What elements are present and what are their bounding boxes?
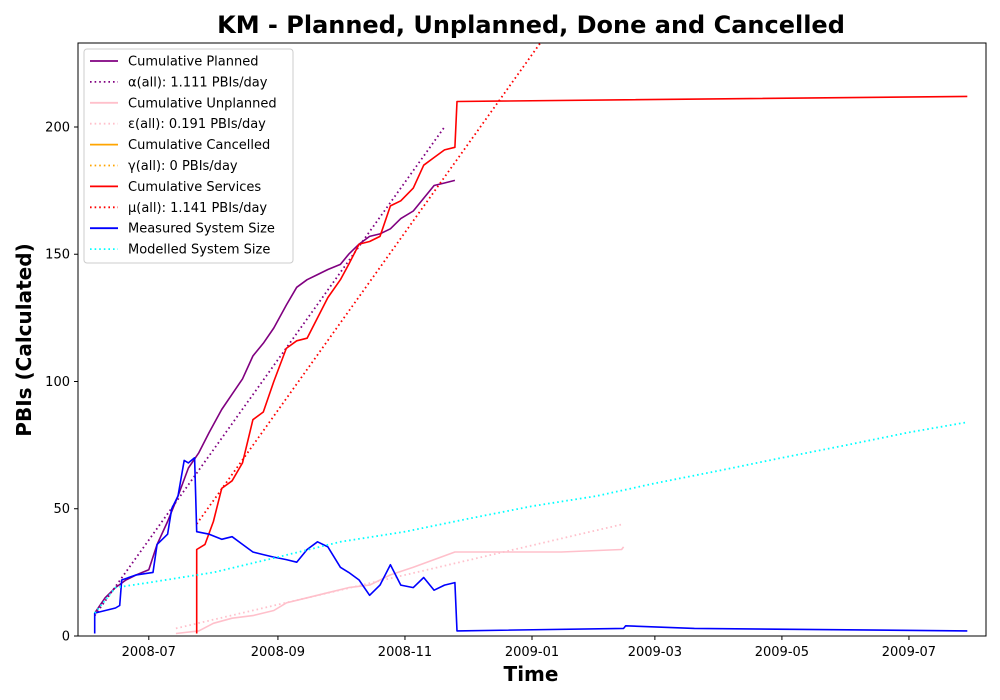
legend: Cumulative Planned α(all): 1.111 PBIs/day…	[83, 48, 294, 264]
legend-entry-4: Cumulative Cancelled	[128, 138, 270, 153]
series-layer	[93, 43, 968, 635]
legend-entry-2: Cumulative Unplanned	[128, 96, 277, 111]
x-tick-label: 2008-09	[251, 645, 305, 660]
x-tick-label: 2008-11	[378, 645, 432, 660]
legend-entry-7: μ(all): 1.141 PBIs/day	[128, 201, 267, 216]
legend-entry-8: Measured System Size	[128, 222, 275, 237]
x-axis-label: Time	[504, 662, 559, 686]
chart-title: KM - Planned, Unplanned, Done and Cancel…	[217, 11, 845, 39]
y-tick-label: 50	[53, 502, 70, 517]
series-line-6	[195, 95, 968, 634]
legend-entry-5: γ(all): 0 PBIs/day	[128, 159, 238, 174]
series-line-2	[175, 546, 625, 635]
legend-entry-3: ε(all): 0.191 PBIs/day	[128, 117, 266, 132]
series-line-9	[94, 421, 968, 614]
legend-entry-9: Modelled System Size	[128, 243, 270, 258]
series-line-3	[175, 523, 624, 630]
x-tick-label: 2009-05	[755, 645, 809, 660]
series-line-0	[94, 179, 456, 614]
x-tick-label: 2009-07	[882, 645, 936, 660]
x-tick-label: 2008-07	[122, 645, 176, 660]
legend-entry-6: Cumulative Services	[128, 180, 261, 195]
series-line-8	[93, 457, 968, 634]
series-line-7	[195, 43, 542, 525]
x-axis: 2008-07 2008-09 2008-11 2009-01 2009-03 2009-…	[122, 636, 936, 660]
y-tick-label: 100	[45, 375, 70, 390]
x-tick-label: 2009-01	[505, 645, 559, 660]
y-axis: 0 50 100 150 200	[45, 120, 78, 645]
series-line-1	[93, 126, 446, 617]
legend-entry-0: Cumulative Planned	[128, 55, 258, 70]
y-axis-label: PBIs (Calculated)	[12, 243, 36, 436]
legend-entry-1: α(all): 1.111 PBIs/day	[128, 75, 268, 90]
y-tick-label: 150	[45, 248, 70, 263]
x-tick-label: 2009-03	[628, 645, 682, 660]
y-tick-label: 0	[62, 630, 70, 645]
legend-box	[83, 48, 294, 264]
y-tick-label: 200	[45, 120, 70, 135]
